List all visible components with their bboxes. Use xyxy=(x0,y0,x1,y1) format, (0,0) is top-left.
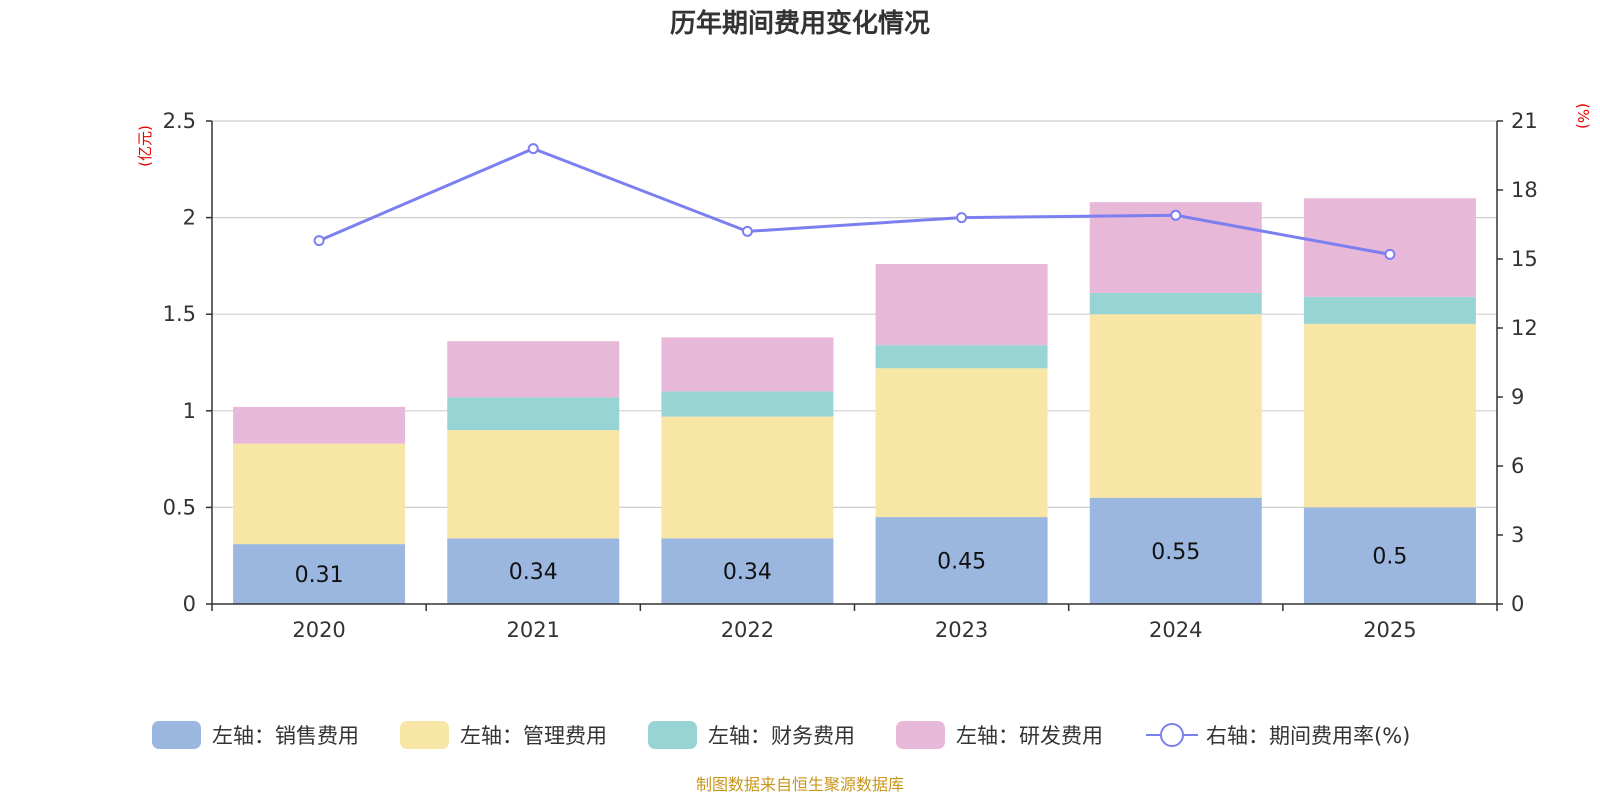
x-tick-label: 2025 xyxy=(1363,618,1416,642)
bar-segment xyxy=(447,397,620,431)
right-tick-label: 18 xyxy=(1511,178,1538,202)
legend-label: 右轴：期间费用率(%) xyxy=(1206,724,1410,748)
rate-point xyxy=(741,225,753,237)
bar-segment xyxy=(661,538,834,604)
bar-segment xyxy=(875,517,1048,604)
left-tick-label: 2.5 xyxy=(163,109,196,133)
legend-swatch xyxy=(400,721,449,749)
legend-label: 左轴：管理费用 xyxy=(460,724,607,748)
bar-segment xyxy=(1303,507,1476,604)
legend-label: 左轴：研发费用 xyxy=(956,724,1103,748)
bar-segment xyxy=(233,443,406,545)
rate-point xyxy=(1170,209,1182,221)
bar-segment xyxy=(1089,497,1262,604)
bars xyxy=(233,198,1476,604)
chart-title: 历年期间费用变化情况 xyxy=(670,8,930,39)
right-tick-label: 9 xyxy=(1511,385,1524,409)
bar-segment xyxy=(1089,314,1262,498)
data-labels: 0.31 0.34 0.34 0.45 0.55 0.5 xyxy=(295,540,1408,588)
right-tick-label: 21 xyxy=(1511,109,1538,133)
bar-segment xyxy=(447,341,620,398)
legend-swatch xyxy=(152,721,201,749)
legend: 左轴：销售费用 左轴：管理费用 左轴：财务费用 左轴：研发费用 右轴：期间费用率(%) xyxy=(152,721,1410,749)
left-tick-label: 2 xyxy=(183,206,196,230)
data-label: 0.31 xyxy=(295,563,344,588)
left-tick-label: 0 xyxy=(183,592,196,616)
legend-label: 左轴：销售费用 xyxy=(212,724,359,748)
x-tick-label: 2021 xyxy=(507,618,560,642)
left-tick-label: 0.5 xyxy=(163,495,196,519)
rate-point xyxy=(527,143,539,155)
left-tick-label: 1 xyxy=(183,399,196,423)
x-tick-label: 2024 xyxy=(1149,618,1202,642)
bar-segment xyxy=(661,337,834,392)
bar-segment xyxy=(233,406,406,444)
rate-line-series xyxy=(313,143,1396,260)
bar-segment xyxy=(233,544,406,604)
left-axis-ticks: 0 0.5 1 1.5 2 2.5 xyxy=(163,109,212,616)
right-tick-label: 6 xyxy=(1511,454,1524,478)
bar-segment xyxy=(875,345,1048,369)
bar-segment xyxy=(661,416,834,539)
rate-line xyxy=(318,146,1391,256)
left-axis-unit: (亿元) xyxy=(136,125,154,167)
right-tick-label: 3 xyxy=(1511,523,1524,547)
data-label: 0.34 xyxy=(509,560,558,585)
bar-segment xyxy=(875,263,1048,346)
right-tick-label: 12 xyxy=(1511,316,1538,340)
legend-label: 左轴：财务费用 xyxy=(708,724,855,748)
data-label: 0.34 xyxy=(723,560,772,585)
x-axis-ticks: 2020 2021 2022 2023 2024 2025 xyxy=(211,604,1498,642)
bar-segment xyxy=(661,391,834,417)
bar-segment xyxy=(1303,323,1476,508)
right-axis-unit: (%) xyxy=(1574,103,1592,129)
bar-segment xyxy=(1303,198,1476,297)
bar-segment xyxy=(875,368,1048,518)
left-tick-label: 1.5 xyxy=(163,302,196,326)
x-tick-label: 2023 xyxy=(935,618,988,642)
rate-point xyxy=(1384,248,1396,260)
bar-segment xyxy=(1303,296,1476,324)
rate-point xyxy=(313,235,325,247)
right-axis-ticks: 0 3 6 9 12 15 18 21 xyxy=(1497,109,1538,616)
data-label: 0.45 xyxy=(937,550,986,575)
legend-swatch xyxy=(896,721,945,749)
data-label: 0.5 xyxy=(1372,545,1407,570)
bar-segment xyxy=(1089,292,1262,315)
grid-lines xyxy=(212,120,1497,508)
right-tick-label: 15 xyxy=(1511,247,1538,271)
x-tick-label: 2020 xyxy=(292,618,345,642)
bar-segment xyxy=(447,538,620,604)
legend-marker-swatch xyxy=(1160,723,1184,747)
right-tick-label: 0 xyxy=(1511,592,1524,616)
bar-segment xyxy=(447,430,620,539)
source-note: 制图数据来自恒生聚源数据库 xyxy=(696,775,904,794)
x-tick-label: 2022 xyxy=(721,618,774,642)
rate-point xyxy=(956,212,968,224)
data-label: 0.55 xyxy=(1151,540,1200,565)
legend-swatch xyxy=(648,721,697,749)
